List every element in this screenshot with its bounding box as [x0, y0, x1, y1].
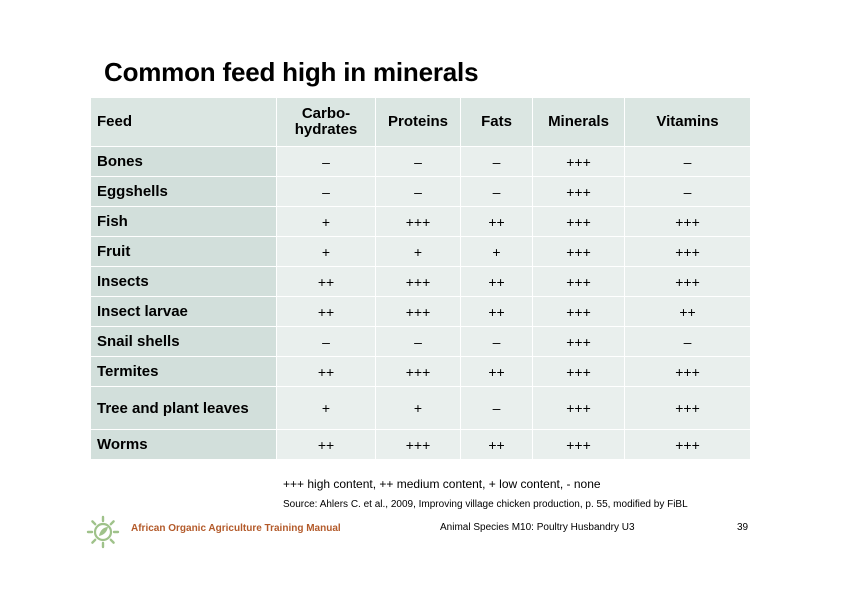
content-cell: ++ — [276, 296, 376, 327]
content-cell: +++ — [532, 176, 625, 207]
header-cell: Proteins — [375, 97, 461, 147]
content-cell: +++ — [532, 429, 625, 460]
content-cell: ++ — [276, 266, 376, 297]
content-cell: +++ — [624, 206, 751, 237]
content-cell: ++ — [460, 356, 533, 387]
content-cell: – — [624, 326, 751, 357]
table-row: Termites ++ +++ ++ +++ +++ — [90, 356, 751, 387]
table-row: Tree and plant leaves + + – +++ +++ — [90, 386, 751, 430]
legend-text: +++ high content, ++ medium content, + l… — [283, 477, 601, 491]
feed-name-cell: Termites — [90, 356, 277, 387]
content-cell: +++ — [532, 296, 625, 327]
content-cell: – — [460, 386, 533, 430]
content-cell: +++ — [375, 296, 461, 327]
content-cell: +++ — [532, 236, 625, 267]
header-cell: Minerals — [532, 97, 625, 147]
content-cell: +++ — [624, 386, 751, 430]
content-cell: – — [375, 176, 461, 207]
header-cell: Carbo- hydrates — [276, 97, 376, 147]
content-cell: + — [276, 206, 376, 237]
table-row: Bones – – – +++ – — [90, 146, 751, 177]
content-cell: +++ — [532, 326, 625, 357]
content-cell: ++ — [276, 429, 376, 460]
feed-name-cell: Fish — [90, 206, 277, 237]
content-cell: +++ — [532, 386, 625, 430]
content-cell: ++ — [460, 206, 533, 237]
feed-name-cell: Insect larvae — [90, 296, 277, 327]
table-row: Worms ++ +++ ++ +++ +++ — [90, 429, 751, 460]
content-cell: + — [276, 386, 376, 430]
feed-name-cell: Eggshells — [90, 176, 277, 207]
feed-name-cell: Fruit — [90, 236, 277, 267]
content-cell: +++ — [375, 206, 461, 237]
content-cell: +++ — [624, 236, 751, 267]
content-cell: – — [375, 326, 461, 357]
content-cell: – — [276, 146, 376, 177]
content-cell: – — [276, 176, 376, 207]
page-number: 39 — [737, 522, 749, 533]
header-cell: Feed — [90, 97, 277, 147]
feed-name-cell: Bones — [90, 146, 277, 177]
table-row: Insects ++ +++ ++ +++ +++ — [90, 266, 751, 297]
content-cell: +++ — [532, 266, 625, 297]
page-title: Common feed high in minerals — [104, 57, 479, 87]
content-cell: – — [624, 176, 751, 207]
content-cell: + — [276, 236, 376, 267]
content-cell: ++ — [460, 296, 533, 327]
feed-name-cell: Worms — [90, 429, 277, 460]
content-cell: – — [375, 146, 461, 177]
table-header-row: Feed Carbo- hydrates Proteins Fats Miner… — [90, 97, 751, 147]
content-cell: +++ — [624, 356, 751, 387]
content-cell: +++ — [375, 356, 461, 387]
content-cell: ++ — [460, 429, 533, 460]
content-cell: – — [276, 326, 376, 357]
content-cell: +++ — [624, 429, 751, 460]
content-cell: +++ — [532, 146, 625, 177]
footer-manual-title: African Organic Agriculture Training Man… — [131, 523, 341, 534]
footer-unit-label: Animal Species M10: Poultry Husbandry U3 — [440, 522, 635, 533]
content-cell: + — [375, 236, 461, 267]
feed-name-cell: Insects — [90, 266, 277, 297]
table-row: Snail shells – – – +++ – — [90, 326, 751, 357]
content-cell: ++ — [276, 356, 376, 387]
content-cell: +++ — [532, 356, 625, 387]
content-cell: +++ — [532, 206, 625, 237]
content-cell: + — [460, 236, 533, 267]
content-cell: ++ — [624, 296, 751, 327]
feed-table: Feed Carbo- hydrates Proteins Fats Miner… — [90, 97, 751, 460]
feed-name-cell: Tree and plant leaves — [90, 386, 277, 430]
content-cell: + — [375, 386, 461, 430]
table-row: Insect larvae ++ +++ ++ +++ ++ — [90, 296, 751, 327]
content-cell: ++ — [460, 266, 533, 297]
content-cell: – — [460, 146, 533, 177]
header-cell: Vitamins — [624, 97, 751, 147]
sun-leaf-logo-icon — [86, 515, 120, 549]
content-cell: +++ — [375, 429, 461, 460]
content-cell: +++ — [375, 266, 461, 297]
table-row: Fruit + + + +++ +++ — [90, 236, 751, 267]
content-cell: – — [624, 146, 751, 177]
table-row: Eggshells – – – +++ – — [90, 176, 751, 207]
source-text: Source: Ahlers C. et al., 2009, Improvin… — [283, 499, 688, 510]
content-cell: +++ — [624, 266, 751, 297]
content-cell: – — [460, 176, 533, 207]
table-row: Fish + +++ ++ +++ +++ — [90, 206, 751, 237]
feed-name-cell: Snail shells — [90, 326, 277, 357]
header-cell: Fats — [460, 97, 533, 147]
content-cell: – — [460, 326, 533, 357]
